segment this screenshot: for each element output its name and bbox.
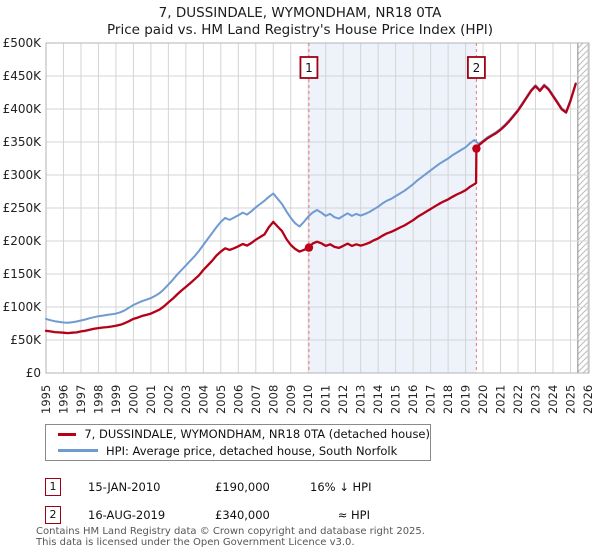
sale-row-1: 1 15-JAN-2010 £190,000 16% ↓ HPI	[45, 477, 375, 496]
x-tick-label: 2008	[266, 385, 280, 414]
x-tick-label: 2016	[406, 385, 420, 414]
x-tick-label: 1997	[74, 385, 88, 414]
y-tick-label: £350K	[3, 135, 43, 149]
sale-marker-box-2	[467, 56, 486, 79]
x-tick-label: 1999	[109, 385, 123, 414]
page-title: 7, DUSSINDALE, WYMONDHAM, NR18 0TA	[158, 5, 442, 21]
x-tick-label: 2026	[581, 385, 595, 414]
chart-legend: 7, DUSSINDALE, WYMONDHAM, NR18 0TA (deta…	[45, 424, 431, 461]
x-tick-label: 1996	[56, 385, 70, 414]
price-line-swatch	[58, 432, 77, 436]
x-tick-label: 2001	[144, 385, 158, 414]
x-tick-label: 2014	[371, 385, 385, 414]
x-tick-label: 2010	[301, 385, 315, 414]
x-tick-label: 2011	[319, 385, 333, 414]
license-footer: Contains HM Land Registry data © Crown c…	[36, 526, 596, 548]
sale-annotations: 1 15-JAN-2010 £190,000 16% ↓ HPI 2 16-AU…	[45, 477, 375, 533]
y-tick-label: £400K	[3, 102, 43, 116]
y-tick-label: £250K	[3, 201, 43, 215]
plot-border	[45, 42, 590, 374]
legend-label-hpi: HPI: Average price, detached house, Sout…	[106, 443, 398, 458]
footer-line-2: This data is licensed under the Open Gov…	[36, 536, 355, 548]
x-tick-label: 2004	[196, 385, 210, 414]
x-tick-label: 2015	[389, 385, 403, 414]
x-tick-label: 2000	[126, 385, 140, 414]
sale-row-2: 2 16-AUG-2019 £340,000 ≈ HPI	[45, 505, 375, 524]
sale-2-badge: 2	[45, 505, 61, 524]
y-tick-label: £150K	[3, 267, 43, 281]
legend-row-price-paid: 7, DUSSINDALE, WYMONDHAM, NR18 0TA (deta…	[58, 427, 430, 442]
x-tick-label: 2017	[424, 385, 438, 414]
y-tick-label: £450K	[3, 69, 43, 83]
x-tick-label: 2006	[231, 385, 245, 414]
x-tick-label: 2023	[529, 385, 543, 414]
x-tick-label: 2003	[179, 385, 193, 414]
sale-1-badge: 1	[45, 477, 61, 496]
y-tick-label: £0	[26, 366, 41, 380]
y-tick-label: £100K	[3, 300, 43, 314]
sale-2-price: £340,000	[215, 507, 270, 522]
y-tick-label: £200K	[3, 234, 43, 248]
page-subtitle: Price paid vs. HM Land Registry's House …	[107, 22, 493, 38]
x-tick-label: 2009	[284, 385, 298, 414]
hpi-line-swatch	[58, 449, 98, 453]
x-tick-label: 2021	[494, 385, 508, 414]
x-tick-label: 2019	[459, 385, 473, 414]
sale-1-price: £190,000	[215, 479, 270, 494]
x-tick-label: 1998	[91, 385, 105, 414]
x-tick-label: 2022	[511, 385, 525, 414]
sale-1-vs-hpi: 16% ↓ HPI	[310, 479, 372, 494]
sale-2-vs-hpi: ≈ HPI	[337, 507, 370, 522]
sale-marker-label-1: 1	[305, 61, 313, 75]
price-chart-svg: 1 2 £0 £50K £100K £150K £200K £250K £300K £350K £4…	[3, 36, 595, 414]
y-tick-label: £50K	[10, 333, 42, 347]
title-block: 7, DUSSINDALE, WYMONDHAM, NR18 0TA Price…	[0, 5, 600, 39]
x-tick-label: 2012	[336, 385, 350, 414]
legend-label-price-paid: 7, DUSSINDALE, WYMONDHAM, NR18 0TA (deta…	[84, 427, 430, 442]
x-tick-label: 2020	[476, 385, 490, 414]
sale-dot-2	[472, 144, 481, 153]
price-paid-line	[44, 82, 577, 335]
footer-line-1: Contains HM Land Registry data © Crown c…	[36, 526, 425, 537]
sale-dot-1	[304, 243, 314, 252]
sale-2-date: 16-AUG-2019	[88, 507, 166, 522]
x-tick-label: 2002	[161, 385, 175, 414]
price-chart-canvas: 1 2 £0 £50K £100K £150K £200K £250K £300K £350K £4…	[0, 36, 600, 430]
sale-marker-label-2: 2	[473, 61, 481, 75]
x-tick-label: 2024	[546, 385, 560, 414]
x-tick-label: 2007	[249, 385, 263, 414]
sale-marker-box-1	[299, 56, 319, 79]
y-tick-label: £300K	[3, 168, 43, 182]
x-tick-label: 2018	[441, 385, 455, 414]
y-tick-label: £500K	[3, 38, 43, 50]
x-tick-label: 2005	[214, 385, 228, 414]
sale-1-date: 15-JAN-2010	[88, 479, 161, 494]
x-tick-label: 1995	[39, 385, 53, 414]
legend-row-hpi: HPI: Average price, detached house, Sout…	[58, 444, 430, 459]
x-tick-label: 2013	[354, 385, 368, 414]
x-tick-label: 2025	[563, 385, 577, 414]
